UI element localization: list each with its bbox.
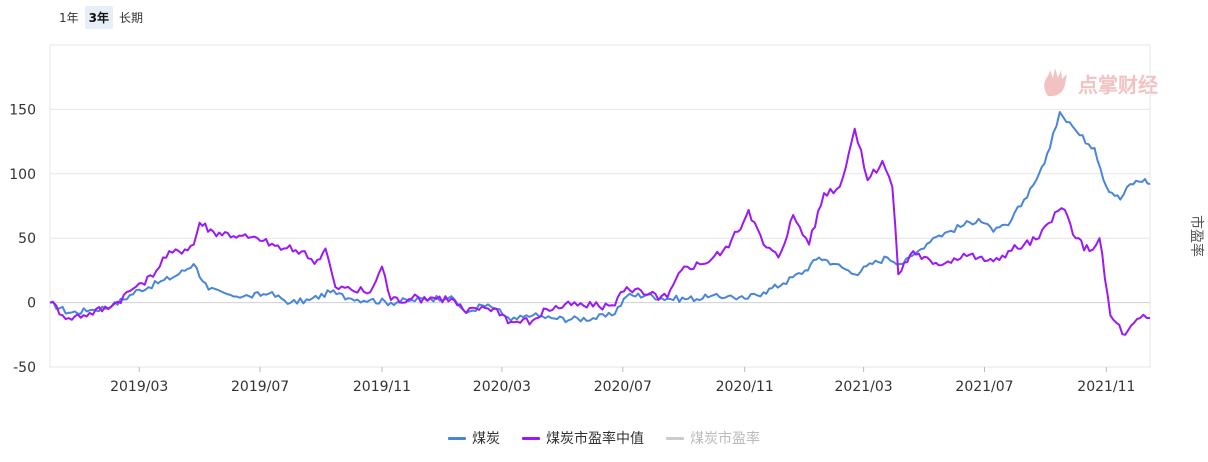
x-tick-label: 2020/07 — [594, 379, 652, 395]
plot-frame — [49, 44, 1151, 368]
watermark-logo: 点掌财经 — [1040, 66, 1158, 100]
series-layer — [49, 111, 1151, 336]
legend-swatch-coal-pe — [666, 436, 684, 440]
series-line-0 — [49, 111, 1151, 324]
pe-ratio-chart: -50 0 50 100 150 2019/03 2019/07 2019/11 2020/03… — [9, 44, 1205, 395]
tab-long-term[interactable]: 长期 — [119, 11, 144, 25]
hand-logo-icon — [1044, 68, 1067, 97]
x-tick-label: 2019/11 — [353, 379, 411, 395]
x-tick-label: 2019/07 — [231, 379, 289, 395]
legend-label-coal-pe-median: 煤炭市盈率中值 — [546, 431, 644, 447]
y-tick-label: 100 — [9, 167, 36, 183]
watermark-text: 点掌财经 — [1078, 72, 1158, 97]
legend-item-coal-pe-median[interactable]: 煤炭市盈率中值 — [522, 428, 644, 448]
y-tick-label: -50 — [13, 360, 36, 376]
x-tick-label: 2021/11 — [1077, 379, 1135, 395]
grid-layer — [49, 44, 1151, 368]
tab-1y[interactable]: 1年 — [59, 11, 79, 25]
legend: 煤炭 煤炭市盈率中值 煤炭市盈率 — [0, 428, 1208, 448]
x-tick-label: 2020/03 — [473, 379, 531, 395]
x-tick-label: 2019/03 — [110, 379, 168, 395]
legend-swatch-coal-pe-median — [522, 436, 540, 440]
legend-label-coal: 煤炭 — [472, 431, 500, 447]
range-tabs: 1年 3年 长期 — [55, 6, 147, 29]
y-tick-label: 50 — [18, 231, 36, 247]
x-tick-label: 2021/03 — [835, 379, 893, 395]
axis-layer: -50 0 50 100 150 2019/03 2019/07 2019/11 2020/03… — [9, 102, 1135, 395]
y-tick-label: 150 — [9, 102, 36, 118]
legend-item-coal-pe[interactable]: 煤炭市盈率 — [666, 428, 760, 448]
y-axis-label: 市盈率 — [1188, 215, 1205, 257]
legend-item-coal[interactable]: 煤炭 — [448, 428, 500, 448]
legend-label-coal-pe: 煤炭市盈率 — [690, 431, 760, 447]
tab-3y[interactable]: 3年 — [84, 6, 113, 29]
x-tick-label: 2021/07 — [955, 379, 1013, 395]
legend-swatch-coal — [448, 436, 466, 440]
series-line-1 — [49, 127, 1151, 336]
y-tick-label: 0 — [27, 296, 36, 312]
x-tick-label: 2020/11 — [716, 379, 774, 395]
